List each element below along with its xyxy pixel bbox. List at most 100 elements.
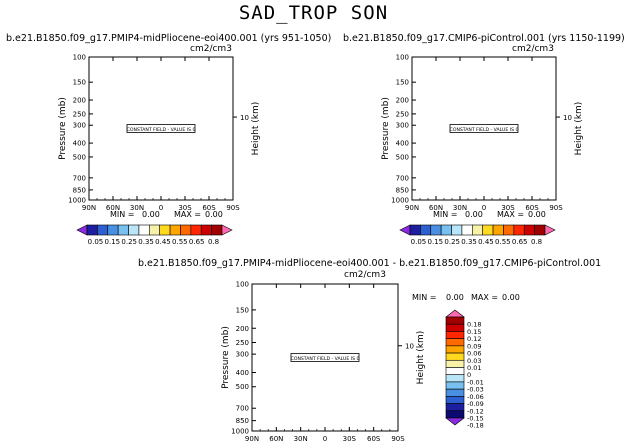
panel-2-colorbar-label: 0.65 (512, 238, 528, 246)
panel-3-x-tick-label: 30S (343, 435, 357, 443)
panel-2-constant-field-text: CONSTANT FIELD - VALUE IS 0 (450, 127, 519, 133)
panel-1-colorbar-box (211, 224, 223, 236)
panel-1-colorbar-box (97, 224, 109, 236)
panel-1-y-tick-label: 850 (73, 186, 86, 194)
panel-3-y-tick-label: 700 (236, 405, 249, 413)
panel-1-y-tick-label: 500 (73, 153, 86, 161)
panel-3-x-tick-label: 60N (269, 435, 283, 443)
panel-2-colorbar-label: 0.25 (444, 238, 460, 246)
panel-1-x-tick-label: 30S (178, 204, 192, 212)
panel-2-y-tick-label: 400 (396, 140, 409, 148)
panel-2-colorbar-box (492, 224, 504, 236)
panel-2-y-axis-label: Pressure (mb) (381, 97, 391, 160)
panel-2-colorbar-box (482, 224, 494, 236)
panel-2-x-tick-label: 0 (482, 204, 486, 212)
panel-1-y-tick-label: 400 (73, 140, 86, 148)
panel-3-colorbar-label: -0.15 (467, 415, 484, 423)
panel-3-y-tick-label: 500 (236, 383, 249, 391)
panel-3-colorbar-label: 0.01 (467, 364, 481, 372)
panel-3-y-tick-label: 850 (236, 417, 249, 425)
panel-2-y-tick-label: 700 (396, 174, 409, 182)
panel-3-colorbar-label: -0.18 (467, 422, 484, 430)
panel-3-x-tick-label: 90N (245, 435, 259, 443)
panel-3-colorbar-label: 0.15 (467, 328, 481, 336)
panel-1-colorbar-box (107, 224, 119, 236)
panel-3-min-value: 0.00 (446, 293, 464, 302)
panel-1-units: cm2/cm3 (190, 44, 232, 54)
panel-2-y-tick-label: 1000 (391, 197, 409, 205)
panel-3-colorbar-high-arrow (445, 309, 465, 318)
panel-2-colorbar-box (472, 224, 483, 236)
panel-3-colorbar-label: 0.09 (467, 342, 481, 350)
panel-1-colorbar-box (86, 224, 98, 236)
panel-2-units: cm2/cm3 (512, 44, 554, 54)
panel-2-colorbar-high-arrow (544, 224, 556, 236)
panel-3-y-tick-label: 300 (236, 351, 249, 359)
panel-3-constant-field-box (290, 353, 360, 362)
panel-3-max-value: 0.00 (502, 293, 520, 302)
panel-3-colorbar-box (445, 316, 465, 325)
panel-1-colorbar-box (138, 224, 150, 236)
panel-2-y-tick-label: 150 (396, 79, 409, 87)
panel-2-y-tick-label: 200 (396, 97, 409, 105)
panel-3-title: b.e21.B1850.f09_g17.PMIP4-midPliocene-eo… (138, 258, 602, 269)
panel-1-colorbar-label: 0.45 (155, 238, 171, 246)
panel-1-y-tick-label: 150 (73, 79, 86, 87)
panel-1-colorbar-label: 0.05 (88, 238, 104, 246)
panel-3-y-tick-label: 1000 (231, 428, 249, 436)
panel-3-colorbar-box (445, 374, 465, 383)
panel-3-colorbar-label: -0.09 (467, 400, 484, 408)
panel-3-colorbar-box (445, 331, 465, 339)
panel-1-colorbar-label: 0.8 (208, 238, 219, 246)
panel-2-x-tick-label: 30N (453, 204, 467, 212)
panel-2-y2-tick-label: 10 (563, 114, 572, 122)
panel-3-y-tick-label: 200 (236, 325, 249, 333)
panel-2-max-value: 0.00 (528, 210, 546, 219)
panel-3-y2-tick-label: 10 (405, 343, 414, 351)
panel-1-x-tick-label: 60S (202, 204, 216, 212)
panel-3-colorbar-box (445, 352, 465, 361)
panel-3-colorbar-box (445, 403, 465, 412)
panel-1-x-tick-label: 30N (130, 204, 144, 212)
panel-1-colorbar-box (190, 224, 202, 236)
panel-1-max-label: MAX = (174, 210, 202, 219)
panel-3-y-tick-label: 100 (236, 281, 249, 289)
panel-1-colorbar-box (159, 224, 171, 236)
panel-2-x-tick-label: 60N (429, 204, 443, 212)
panel-1-colorbar-box (169, 224, 181, 236)
panel-3-constant-field-text: CONSTANT FIELD - VALUE IS 0 (291, 356, 360, 362)
panel-1-y-tick-label: 100 (73, 54, 86, 62)
panel-2-colorbar-box (523, 224, 535, 236)
panel-3-colorbar-label: -0.01 (467, 378, 484, 386)
panel-2-colorbar-box (534, 224, 546, 236)
panel-3-colorbar-box (445, 396, 465, 404)
panel-2-colorbar-box (451, 224, 463, 236)
panel-3-x-tick-label: 90S (391, 435, 405, 443)
panel-1-title: b.e21.B1850.f09_g17.PMIP4-midPliocene-eo… (6, 33, 332, 44)
panel-2-x-tick-label: 90N (405, 204, 419, 212)
panel-1-x-tick-label: 90N (82, 204, 96, 212)
panel-1-colorbar-label: 0.15 (105, 238, 121, 246)
panel-2-colorbar-label: 0.8 (531, 238, 542, 246)
panel-2-x-tick-label: 90S (549, 204, 563, 212)
panel-2-colorbar-box (430, 224, 442, 236)
panel-2-y-tick-label: 500 (396, 153, 409, 161)
panel-3-x-tick-label: 30N (294, 435, 308, 443)
panel-2-colorbar-box (409, 224, 421, 236)
panel-3-colorbar-box (445, 367, 465, 376)
panel-2-colorbar-box (420, 224, 432, 236)
panel-2-min-label: MIN = (433, 210, 458, 219)
panel-3-colorbar-label: 0.18 (467, 321, 481, 329)
panel-3-y-tick-label: 400 (236, 369, 249, 377)
panel-1-colorbar-box (180, 224, 192, 236)
panel-2-y-tick-label: 100 (396, 54, 409, 62)
panel-2-y-tick-label: 850 (396, 186, 409, 194)
panel-1-colorbar-box (200, 224, 212, 236)
panel-1-y-tick-label: 250 (73, 110, 86, 118)
panel-2-colorbar-label: 0.05 (411, 238, 427, 246)
panel-3-colorbar-box (445, 410, 465, 419)
panel-3-y-axis-label: Pressure (mb) (221, 326, 231, 389)
panel-3-y2-axis-label: Height (km) (416, 331, 426, 385)
panel-1-colorbar-box (128, 224, 140, 236)
